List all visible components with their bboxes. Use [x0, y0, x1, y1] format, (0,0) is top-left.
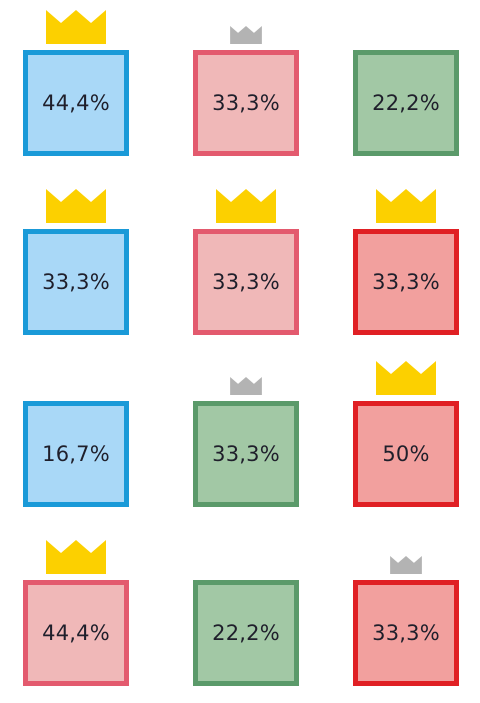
silver-crown-icon — [390, 556, 422, 574]
share-tile: 16,7% — [23, 401, 129, 507]
share-percentage: 22,2% — [212, 621, 280, 645]
share-tile: 33,3% — [353, 229, 459, 335]
share-percentage: 50% — [382, 442, 430, 466]
share-tile: 33,3% — [193, 229, 299, 335]
share-tile: 33,3% — [23, 229, 129, 335]
share-percentage: 44,4% — [42, 621, 110, 645]
share-tile: 22,2% — [353, 50, 459, 156]
share-tile: 44,4% — [23, 50, 129, 156]
share-percentage: 33,3% — [372, 621, 440, 645]
share-percentage: 33,3% — [212, 91, 280, 115]
gold-crown-icon — [46, 10, 106, 44]
gold-crown-icon — [46, 540, 106, 574]
share-percentage: 33,3% — [212, 270, 280, 294]
share-percentage: 22,2% — [372, 91, 440, 115]
share-tile: 50% — [353, 401, 459, 507]
gold-crown-icon — [216, 189, 276, 223]
share-percentage: 33,3% — [372, 270, 440, 294]
share-percentage: 33,3% — [212, 442, 280, 466]
share-percentage: 16,7% — [42, 442, 110, 466]
share-tile: 33,3% — [193, 401, 299, 507]
share-tile: 44,4% — [23, 580, 129, 686]
share-tile: 33,3% — [353, 580, 459, 686]
share-tile: 22,2% — [193, 580, 299, 686]
silver-crown-icon — [230, 377, 262, 395]
gold-crown-icon — [376, 361, 436, 395]
share-percentage: 33,3% — [42, 270, 110, 294]
gold-crown-icon — [46, 189, 106, 223]
share-tile: 33,3% — [193, 50, 299, 156]
gold-crown-icon — [376, 189, 436, 223]
silver-crown-icon — [230, 26, 262, 44]
share-percentage: 44,4% — [42, 91, 110, 115]
